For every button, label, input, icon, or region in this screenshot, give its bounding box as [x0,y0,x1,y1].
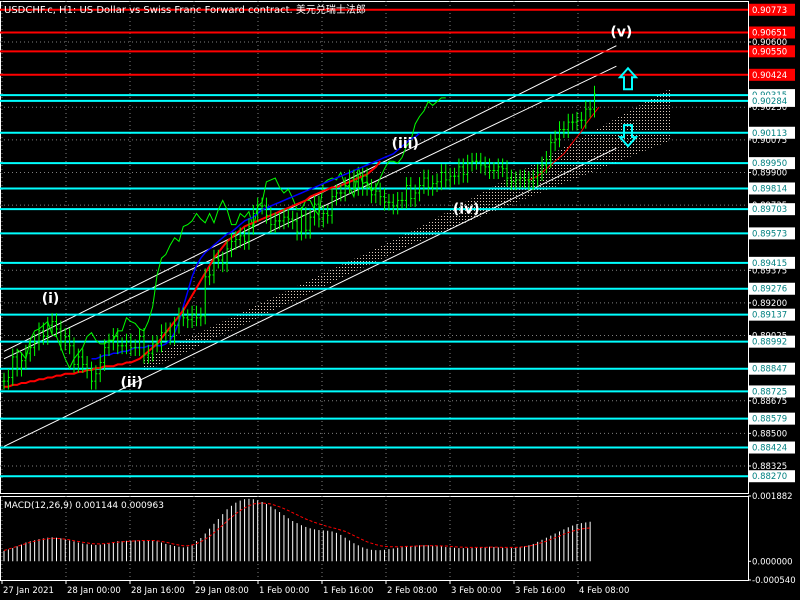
chart-title: USDCHF.c, H1: US Dollar vs Swiss Franc F… [4,3,366,16]
macd-panel: 0.001882 0.000000 -0.000540 [0,492,796,586]
x-tick-label: 4 Feb 08:00 [579,586,629,596]
level-price-label: 0.89814 [752,184,787,194]
level-price-label: 0.89415 [752,259,787,269]
lagging-line [16,97,446,370]
y-tick-label: 0.90250 [752,103,787,113]
time-axis: 27 Jan 2021 28 Jan 00:00 28 Jan 16:00 29 Ja… [1,580,629,596]
macd-title: MACD(12,26,9) 0.001144 0.000963 [4,501,164,511]
level-price-tag [749,157,795,170]
x-tick-label: 2 Feb 08:00 [387,586,437,596]
level-price-tag [749,362,795,375]
elliott-wave-label: (iii) [392,136,419,152]
elliott-wave-label: (ii) [120,375,142,391]
resistance-price-label: 0.90424 [752,71,787,81]
ma-mid-line [528,106,600,181]
x-tick-label: 1 Feb 00:00 [259,586,309,596]
level-price-tag [749,203,795,216]
down-arrow-icon [617,124,639,148]
up-arrow-icon [617,66,639,91]
macd-y-tick-label: -0.000540 [752,576,796,586]
level-price-label: 0.88725 [752,387,787,397]
level-price-tag [749,256,795,269]
resistance-price-label: 0.90550 [752,47,787,57]
x-tick-label: 29 Jan 08:00 [195,586,249,596]
macd-signal-line [3,502,591,551]
level-price-tag [749,441,795,454]
level-price-label: 0.89573 [752,229,787,239]
elliott-wave-label: (i) [42,291,60,307]
y-tick-label: 0.89375 [752,266,787,276]
x-tick-label: 27 Jan 2021 [3,586,54,596]
level-price-tag [749,126,795,139]
elliott-wave-label: (iv) [453,201,480,217]
x-tick-label: 1 Feb 16:00 [323,586,373,596]
resistance-price-label: 0.90651 [752,28,787,38]
level-price-label: 0.90284 [752,97,787,107]
y-tick-label: 0.88325 [752,462,787,472]
y-tick-label: 0.88675 [752,397,787,407]
level-price-label: 0.88424 [752,444,787,454]
level-price-label: 0.90113 [752,129,787,139]
price-panel: 0.906000.902500.900750.899000.897250.893… [0,1,795,494]
macd-y-tick-label: 0.000000 [752,557,793,567]
level-price-label: 0.89703 [752,205,787,215]
level-price-tag [749,308,795,321]
level-price-label: 0.89950 [752,159,787,169]
x-tick-label: 3 Feb 16:00 [515,586,565,596]
level-price-tag [749,94,795,107]
y-tick-label: 0.89900 [752,168,787,178]
y-tick-label: 0.90075 [752,136,787,146]
x-tick-label: 28 Jan 00:00 [67,586,121,596]
elliott-wave-label: (v) [610,24,632,40]
level-price-tag [749,412,795,425]
channel-line [3,147,617,447]
macd-panel-frame [0,496,749,581]
ichimoku-cloud [142,87,672,373]
resistance-price-label: 0.90773 [752,6,787,16]
level-price-tag [749,282,795,295]
level-price-label: 0.89276 [752,285,787,295]
level-price-label: 0.88992 [752,338,787,348]
resistance-price-tag [749,26,795,39]
resistance-price-tag [749,45,795,58]
level-price-tag [749,227,795,240]
x-tick-label: 3 Feb 00:00 [451,586,501,596]
level-price-label: 0.88579 [752,415,787,425]
y-tick-label: 0.88500 [752,429,787,439]
level-price-tag [749,335,795,348]
level-price-label: 0.89137 [752,311,787,321]
ma-fast-line [91,132,420,360]
macd-y-tick-label: 0.001882 [752,492,793,502]
level-price-tag [749,470,795,483]
resistance-price-tag [749,68,795,81]
level-price-tag [749,182,795,195]
channel-line [3,45,617,352]
level-price-label: 0.88270 [752,472,787,482]
y-tick-label: 0.89200 [752,299,787,309]
x-tick-label: 28 Jan 16:00 [131,586,185,596]
level-price-tag [749,385,795,398]
level-price-label: 0.88847 [752,365,787,375]
y-tick-label: 0.90600 [752,38,787,48]
price-panel-frame [0,1,749,494]
resistance-price-tag [749,3,795,16]
ma-slow-line [4,160,381,388]
